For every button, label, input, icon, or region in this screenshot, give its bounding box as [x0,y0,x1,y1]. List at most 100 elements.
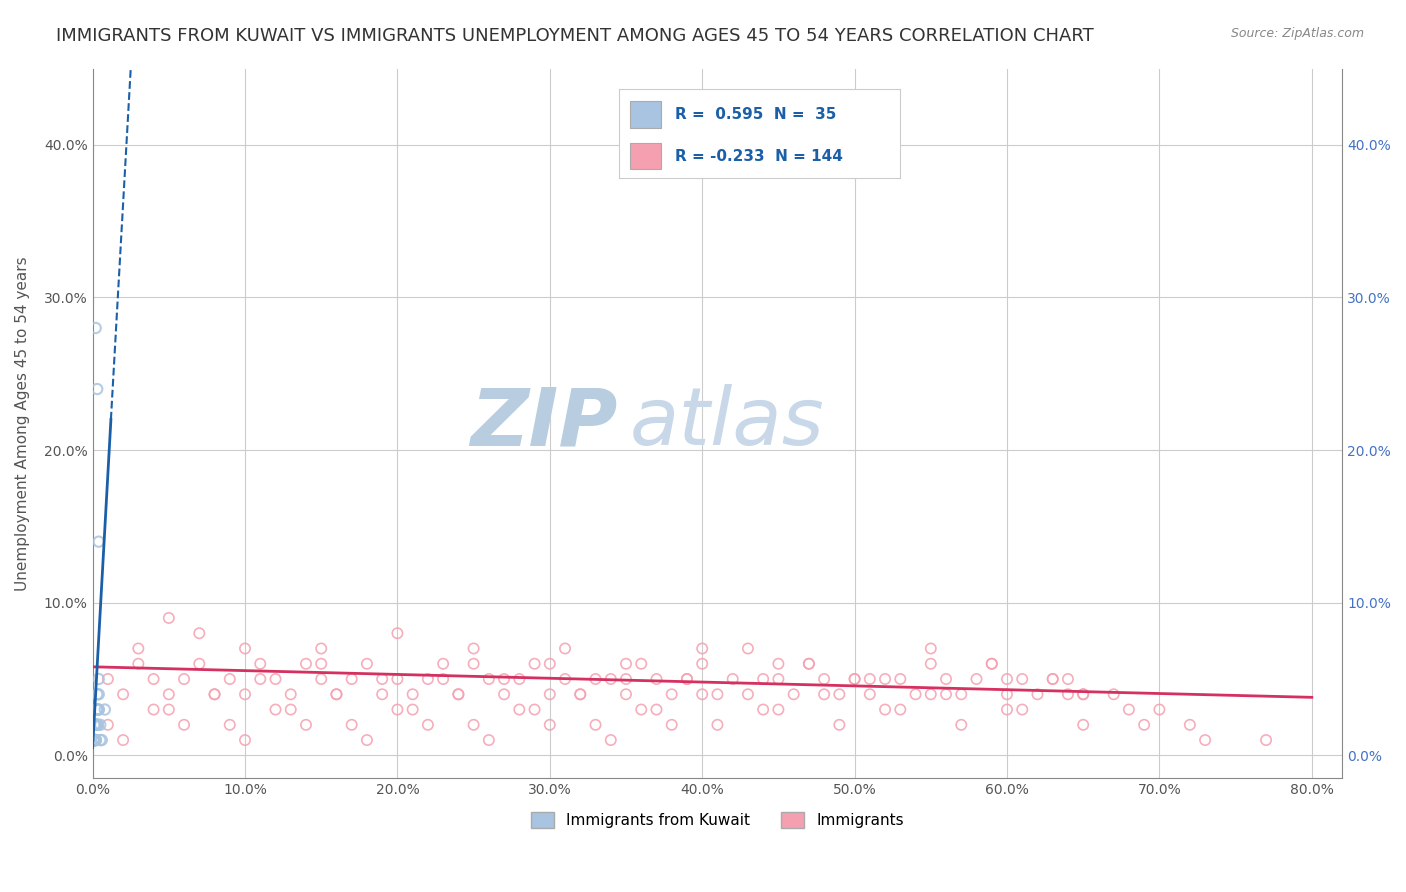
Point [84,321,107,335]
Point [752,702,775,716]
Point [494,687,516,701]
Point [157,687,180,701]
Point [87,534,110,549]
Point [463,641,485,656]
Point [83,733,105,747]
Point [1071,718,1094,732]
Point [264,672,287,686]
Point [995,687,1018,701]
Point [676,672,699,686]
Point [387,626,409,640]
Point [1194,733,1216,747]
Text: ZIP: ZIP [470,384,617,462]
Text: Source: ZipAtlas.com: Source: ZipAtlas.com [1230,27,1364,40]
Point [797,657,820,671]
Point [1178,718,1201,732]
Legend: Immigrants from Kuwait, Immigrants: Immigrants from Kuwait, Immigrants [524,806,910,834]
Point [142,702,165,716]
Point [84,718,107,732]
Point [127,657,149,671]
Point [538,687,561,701]
Point [264,702,287,716]
Text: atlas: atlas [630,384,825,462]
Point [1071,687,1094,701]
Point [84,733,107,747]
Point [614,687,637,701]
Point [295,718,318,732]
Point [1042,672,1064,686]
Point [87,687,110,701]
Point [661,687,683,701]
Point [508,672,530,686]
Point [1149,702,1171,716]
Point [84,733,107,747]
Point [84,718,107,732]
Point [112,687,135,701]
Point [889,702,911,716]
Point [84,733,107,747]
Point [173,672,195,686]
Point [325,687,347,701]
Point [614,657,637,671]
Point [204,687,226,701]
Point [86,702,108,716]
Point [950,718,973,732]
Point [1071,687,1094,701]
Point [721,672,744,686]
Point [995,672,1018,686]
Point [463,718,485,732]
Point [86,687,108,701]
Point [752,672,775,686]
Point [995,702,1018,716]
Point [463,657,485,671]
Point [935,672,957,686]
Point [585,718,607,732]
Point [889,672,911,686]
Point [950,687,973,701]
Text: R =  0.595  N =  35: R = 0.595 N = 35 [675,107,837,121]
Point [813,672,835,686]
Point [706,718,728,732]
Point [690,687,713,701]
Point [508,702,530,716]
Point [599,733,621,747]
Point [83,733,105,747]
Point [630,702,652,716]
Point [401,687,423,701]
Point [920,687,942,701]
Point [127,641,149,656]
Point [83,733,105,747]
Point [84,718,107,732]
Point [280,687,302,701]
Point [83,733,105,747]
Point [87,702,110,716]
Point [233,733,256,747]
Point [966,672,988,686]
Point [844,672,866,686]
Point [920,657,942,671]
Point [387,672,409,686]
Text: R = -0.233  N = 144: R = -0.233 N = 144 [675,149,842,163]
Point [1102,687,1125,701]
Point [157,611,180,625]
Point [371,687,394,701]
Point [87,702,110,716]
Point [83,718,105,732]
FancyBboxPatch shape [630,101,661,128]
Point [89,733,111,747]
Point [83,733,105,747]
Point [859,672,882,686]
Point [356,657,378,671]
Point [1254,733,1277,747]
Point [554,672,576,686]
Point [188,657,211,671]
Point [768,702,790,716]
Point [980,657,1002,671]
Point [86,718,108,732]
Point [538,718,561,732]
Point [569,687,592,701]
Point [661,718,683,732]
Point [614,672,637,686]
Point [84,718,107,732]
Point [86,382,108,396]
